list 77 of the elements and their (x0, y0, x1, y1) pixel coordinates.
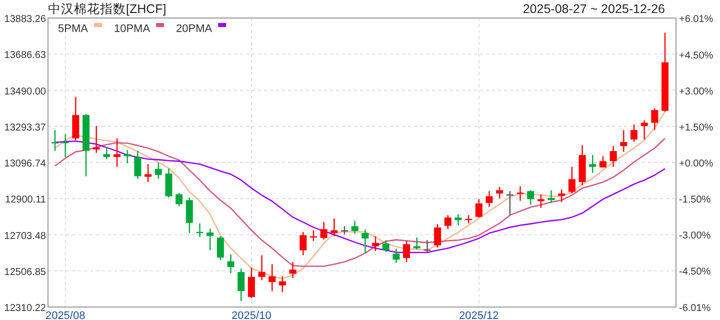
y2-tick-label: +3.00% (679, 86, 714, 98)
candlestick (278, 276, 286, 293)
candlestick (558, 188, 566, 203)
y2-tick-label: +4.50% (679, 50, 714, 62)
candlestick (330, 218, 338, 237)
y-tick-label: 12703.48 (4, 230, 46, 242)
candlestick (537, 194, 544, 208)
candlestick (362, 228, 369, 254)
legend-label: 20PMA (176, 23, 213, 35)
candlestick (227, 254, 234, 274)
candlestick (527, 190, 534, 206)
candlestick (610, 146, 617, 168)
y2-tick-label: +6.01% (679, 14, 714, 25)
candlestick (52, 130, 58, 152)
y2-tick-label: -3.00% (679, 230, 711, 242)
candlestick (392, 248, 400, 264)
y2-tick-label: -4.50% (679, 266, 711, 278)
y-tick-label: 13293.37 (4, 122, 46, 134)
y2-tick-label: -1.50% (679, 194, 711, 206)
candlestick (186, 196, 193, 234)
candlestick (320, 221, 328, 240)
candlestick (351, 220, 358, 234)
candlestick (248, 266, 255, 298)
y-tick-label: 13686.63 (4, 50, 46, 62)
candlestick (599, 156, 606, 168)
candlestick (72, 96, 80, 141)
y2-tick-label: +0.00% (679, 158, 714, 170)
candlestick (651, 108, 658, 131)
candlestick (258, 254, 266, 281)
subtitle: 2025-08-27 ~ 2025-12-26 (522, 2, 665, 16)
candlestick (630, 124, 638, 142)
candlestick (300, 231, 307, 256)
candlestick (92, 125, 100, 154)
candlestick (516, 186, 524, 202)
candlestick (114, 138, 121, 168)
y2-tick-label: +1.50% (679, 122, 714, 134)
candlestick (486, 190, 493, 208)
y-tick-label: 12506.85 (4, 266, 46, 278)
candlestick (103, 146, 110, 160)
candlestick (289, 261, 296, 279)
candlestick (62, 134, 69, 158)
candlestick (382, 240, 390, 253)
legend-label: 10PMA (114, 23, 151, 35)
candlestick (372, 236, 380, 252)
candlestick (640, 120, 648, 140)
candlestick (444, 214, 452, 230)
candlestick (454, 214, 462, 226)
candlestick (568, 166, 576, 194)
candlestick (134, 150, 142, 180)
x-tick-label: 2025/12 (459, 310, 499, 320)
legend-label: 5PMA (58, 23, 89, 35)
candlestick (475, 198, 482, 218)
candlestick (154, 162, 162, 180)
y-tick-label: 13883.26 (4, 14, 46, 25)
y2-tick-label: -6.01% (679, 303, 711, 314)
y-tick-label: 13490.00 (4, 86, 46, 98)
candlestick (238, 268, 245, 302)
y-tick-label: 12310.22 (4, 303, 46, 314)
candlestick (165, 168, 172, 198)
candlestick (548, 190, 555, 204)
candlestick (216, 236, 224, 261)
title: 中汉棉花指数[ZHCF] (48, 2, 166, 16)
x-tick-label: 2025/10 (232, 310, 272, 320)
candlestick (206, 228, 214, 251)
candlestick (268, 264, 276, 292)
x-tick-label: 2025/08 (45, 310, 86, 320)
candlestick (403, 240, 410, 263)
candlestick (496, 186, 504, 200)
candlestick (176, 192, 183, 207)
candlestick (589, 154, 596, 174)
candlestick (124, 150, 131, 164)
y-tick-label: 13096.74 (4, 158, 46, 170)
candlestick (413, 236, 420, 250)
y-tick-label: 12900.11 (5, 194, 46, 206)
candlestick (434, 224, 442, 248)
candlestick (620, 130, 628, 152)
candlestick (144, 164, 152, 183)
